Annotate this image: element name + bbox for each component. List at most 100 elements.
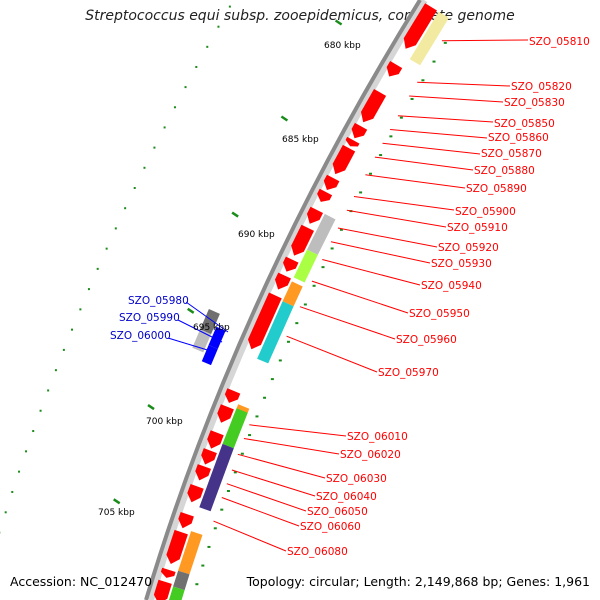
kbp-label: 680 kbp bbox=[324, 41, 361, 51]
position-tick bbox=[87, 288, 90, 291]
gene-leader-line bbox=[330, 241, 431, 264]
gene-leader-line bbox=[243, 438, 340, 455]
gene-leader-line bbox=[231, 469, 316, 497]
cog-category-bar bbox=[307, 213, 336, 255]
position-tick bbox=[47, 389, 50, 392]
major-tick bbox=[186, 307, 195, 314]
position-tick bbox=[4, 511, 7, 514]
forward-gene-arrow bbox=[207, 430, 224, 449]
position-tick bbox=[163, 126, 166, 129]
forward-gene-arrow bbox=[153, 579, 172, 600]
position-tick bbox=[153, 146, 156, 149]
gene-label-szo-05940: SZO_05940 bbox=[421, 280, 482, 292]
position-tick bbox=[206, 45, 209, 48]
cog-category-bar bbox=[293, 249, 318, 283]
cog-category-bar bbox=[178, 531, 203, 575]
forward-gene-arrow bbox=[283, 256, 299, 272]
gene-label-szo-05950: SZO_05950 bbox=[409, 308, 470, 320]
gene-label-szo-06030: SZO_06030 bbox=[326, 473, 387, 485]
gene-label-szo-05880: SZO_05880 bbox=[474, 165, 535, 177]
position-tick bbox=[240, 452, 244, 455]
position-tick bbox=[114, 227, 117, 230]
position-tick bbox=[25, 450, 28, 453]
backbone-shadow bbox=[146, 0, 428, 600]
position-tick bbox=[195, 65, 198, 68]
gene-label-szo-05980: SZO_05980 bbox=[128, 295, 189, 307]
gene-leader-line bbox=[185, 301, 229, 333]
position-tick bbox=[379, 154, 383, 157]
forward-gene-arrow bbox=[217, 404, 234, 423]
position-tick bbox=[18, 470, 21, 473]
accession-text: Accession: NC_012470 bbox=[10, 574, 153, 589]
gene-leader-line bbox=[213, 520, 287, 552]
position-tick bbox=[220, 508, 224, 511]
gene-leader-line bbox=[337, 227, 438, 248]
forward-gene-arrow bbox=[201, 448, 217, 465]
cog-category-bar bbox=[257, 301, 294, 364]
major-tick bbox=[334, 19, 343, 26]
position-tick bbox=[410, 97, 414, 100]
cog-category-bar bbox=[169, 586, 185, 600]
major-tick bbox=[280, 115, 289, 122]
cog-category-bar bbox=[199, 443, 234, 512]
position-tick bbox=[233, 471, 237, 474]
position-tick bbox=[248, 434, 252, 437]
gene-label-szo-05970: SZO_05970 bbox=[378, 367, 439, 379]
gene-label-szo-05930: SZO_05930 bbox=[431, 258, 492, 270]
cog-category-bar bbox=[282, 281, 303, 307]
gene-label-szo-06020: SZO_06020 bbox=[340, 449, 401, 461]
position-tick bbox=[79, 308, 82, 311]
position-tick bbox=[295, 322, 299, 325]
gene-leader-line bbox=[226, 483, 307, 512]
label-layer: 680 kbp 685 kbp 690 kbp 695 kbp 700 kbp … bbox=[98, 36, 590, 558]
position-tick bbox=[228, 5, 231, 8]
major-tick bbox=[231, 211, 239, 218]
forward-gene-arrow bbox=[332, 144, 356, 175]
position-tick bbox=[207, 545, 211, 548]
gene-leader-line bbox=[397, 115, 494, 123]
position-tick bbox=[321, 266, 325, 269]
gene-label-szo-05910: SZO_05910 bbox=[447, 222, 508, 234]
position-tick bbox=[201, 564, 205, 567]
position-tick bbox=[270, 378, 274, 381]
position-tick bbox=[195, 583, 199, 586]
kbp-label: 705 kbp bbox=[98, 508, 135, 518]
position-tick bbox=[213, 527, 217, 530]
position-tick bbox=[62, 348, 65, 351]
gene-leader-line bbox=[441, 39, 529, 42]
gene-leader-line bbox=[390, 129, 488, 139]
position-tick bbox=[359, 191, 363, 194]
leader-layer bbox=[167, 39, 529, 552]
forward-gene-arrow bbox=[345, 136, 360, 147]
position-tick bbox=[432, 60, 436, 63]
gene-layer bbox=[153, 3, 437, 600]
position-tick bbox=[54, 369, 57, 372]
gene-label-szo-05890: SZO_05890 bbox=[466, 183, 527, 195]
gene-leader-line bbox=[322, 259, 421, 286]
position-tick bbox=[303, 303, 307, 306]
gene-label-szo-05850: SZO_05850 bbox=[494, 118, 555, 130]
forward-gene-arrow bbox=[403, 3, 437, 49]
position-tick bbox=[71, 328, 74, 331]
forward-gene-arrow bbox=[386, 61, 403, 77]
gene-leader-line bbox=[409, 95, 504, 103]
position-tick bbox=[389, 135, 393, 138]
position-tick bbox=[330, 247, 334, 250]
gene-leader-line bbox=[311, 280, 409, 314]
forward-gene-arrow bbox=[160, 567, 176, 578]
gene-label-szo-05870: SZO_05870 bbox=[481, 148, 542, 160]
forward-gene-arrow bbox=[317, 188, 333, 202]
position-tick bbox=[173, 106, 176, 109]
position-tick bbox=[217, 25, 220, 28]
position-tick bbox=[339, 228, 343, 231]
gene-label-szo-05860: SZO_05860 bbox=[488, 132, 549, 144]
gene-leader-line bbox=[249, 424, 347, 437]
forward-gene-arrow bbox=[178, 512, 194, 529]
position-tick bbox=[443, 41, 447, 44]
position-tick bbox=[263, 396, 267, 399]
kbp-label: 690 kbp bbox=[238, 230, 275, 240]
backbone-layer bbox=[144, 0, 428, 600]
gene-label-szo-06010: SZO_06010 bbox=[347, 431, 408, 443]
gene-leader-line bbox=[221, 497, 300, 527]
